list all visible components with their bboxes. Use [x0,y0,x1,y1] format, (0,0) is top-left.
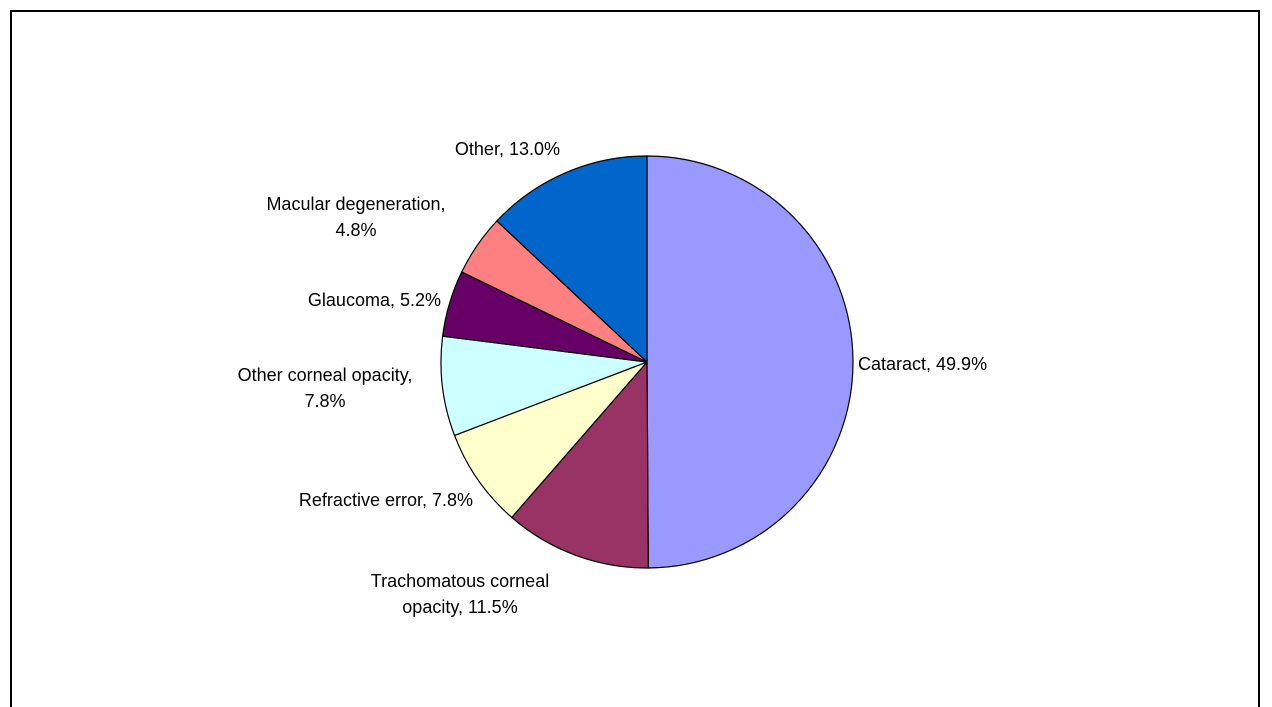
slice-label-6: Macular degeneration, 4.8% [266,194,445,240]
pie-slice-7 [495,155,648,364]
slice-label-1: Cataract, 49.9% [858,354,987,374]
slice-label-line: Other corneal opacity, [238,365,413,385]
slice-label-line: Refractive error, 7.8% [299,490,473,510]
pie-labels: Cataract, 49.9% Trachomatous corneal opaci… [238,139,987,617]
slice-label-line: 7.8% [304,391,345,411]
slice-label-2: Trachomatous corneal opacity, 11.5% [371,571,549,617]
slice-label-7: Other, 13.0% [455,139,560,159]
slice-label-line: opacity, 11.5% [402,597,517,617]
slice-label-line: Other, 13.0% [455,139,560,159]
slice-label-3: Refractive error, 7.8% [299,490,473,510]
slice-label-5: Glaucoma, 5.2% [308,290,441,310]
pie-slice-4 [440,335,648,437]
slice-label-line: Cataract, 49.9% [858,354,987,374]
pie-slice-1 [646,155,854,569]
slice-label-line: 4.8% [335,220,376,240]
slice-label-line: Macular degeneration, [266,194,445,214]
pie-slice-3 [453,361,648,519]
slice-label-line: Glaucoma, 5.2% [308,290,441,310]
slice-label-4: Other corneal opacity, 7.8% [238,365,413,411]
slice-label-line: Trachomatous corneal [371,571,549,591]
pie-slices [440,155,854,569]
pie-slice-2 [510,360,649,569]
